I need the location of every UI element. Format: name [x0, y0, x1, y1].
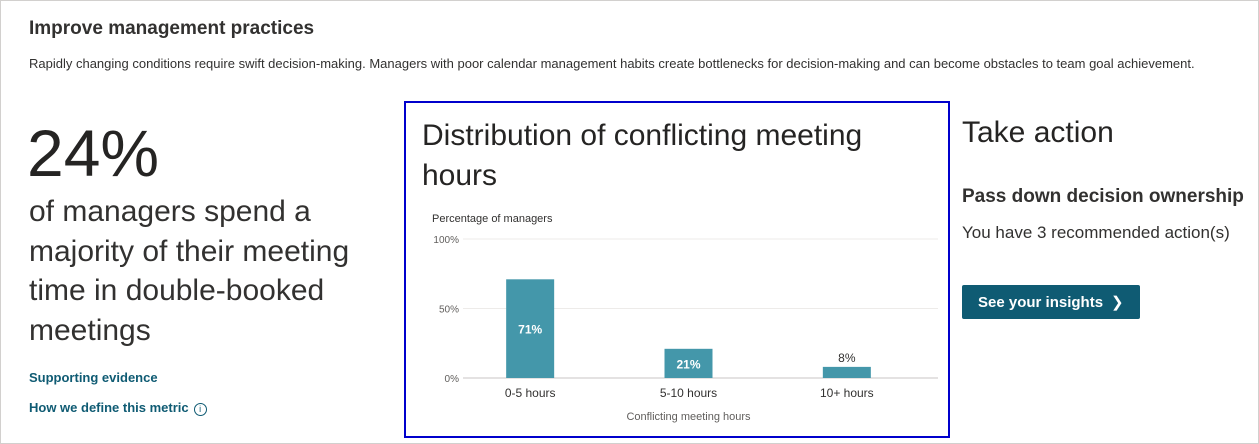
y-tick-label: 0%	[445, 374, 460, 385]
data-label: 8%	[838, 351, 856, 365]
define-metric-label: How we define this metric	[29, 400, 189, 415]
see-insights-button[interactable]: See your insights ❯	[962, 285, 1140, 319]
y-axis-label: Percentage of managers	[432, 213, 553, 225]
x-axis-label: Conflicting meeting hours	[626, 411, 751, 423]
x-tick-label: 10+ hours	[820, 386, 874, 400]
section-title: Improve management practices	[29, 18, 315, 39]
bar	[506, 279, 555, 378]
see-insights-label: See your insights	[978, 294, 1104, 311]
action-text: You have 3 recommended action(s)	[962, 223, 1230, 242]
info-icon[interactable]: i	[193, 403, 207, 416]
bar	[664, 348, 713, 378]
bar	[822, 366, 871, 378]
bar-chart: Percentage of managers 100% 50% 0% 71% 0-5 ho…	[432, 213, 938, 423]
x-tick-label: 5-10 hours	[660, 386, 717, 400]
chart-panel: Distribution of conflicting meeting hour…	[404, 101, 950, 438]
action-title: Take action	[962, 116, 1114, 149]
data-label: 21%	[676, 357, 700, 371]
y-tick-label: 100%	[433, 235, 459, 246]
define-metric-link[interactable]: How we define this metric i	[29, 400, 207, 416]
x-tick-label: 0-5 hours	[505, 386, 556, 400]
supporting-evidence-link[interactable]: Supporting evidence	[29, 370, 158, 385]
action-subtitle: Pass down decision ownership	[962, 186, 1244, 207]
supporting-evidence-label: Supporting evidence	[29, 370, 158, 385]
section-description: Rapidly changing conditions require swif…	[29, 56, 1195, 71]
metric-text: of managers spend a majority of their me…	[29, 195, 350, 347]
data-label: 71%	[518, 323, 542, 337]
metric-value: 24%	[27, 116, 160, 190]
chevron-right-icon: ❯	[1111, 294, 1124, 311]
chart-title: Distribution of conflicting meeting hour…	[422, 119, 863, 192]
y-tick-label: 50%	[439, 305, 459, 316]
